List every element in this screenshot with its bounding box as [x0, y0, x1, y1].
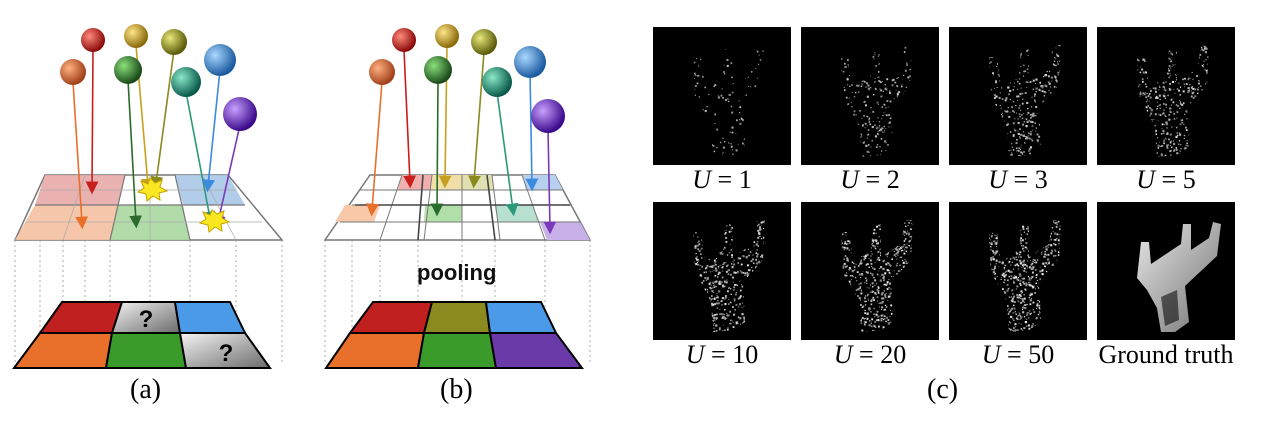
result-label: U = 10 — [647, 340, 797, 370]
result-variable: U — [1136, 165, 1156, 194]
result-label: U = 3 — [943, 165, 1093, 195]
result-variable: U — [981, 340, 1001, 369]
result-image — [653, 202, 791, 340]
result-image — [1097, 27, 1235, 165]
result-label: U = 50 — [943, 340, 1093, 370]
result-image — [1097, 202, 1235, 340]
result-value: = 50 — [1000, 340, 1055, 369]
result-value: = 10 — [704, 340, 759, 369]
result-variable: U — [988, 165, 1008, 194]
result-image — [653, 27, 791, 165]
result-value: = 5 — [1155, 165, 1196, 194]
result-label: U = 2 — [795, 165, 945, 195]
result-image — [949, 27, 1087, 165]
caption-c: (c) — [927, 374, 959, 405]
question-mark-1: ? — [139, 306, 154, 333]
result-image — [801, 27, 939, 165]
panel-b — [323, 24, 592, 369]
caption-a: (a) — [130, 374, 162, 405]
result-value: = 20 — [852, 340, 907, 369]
result-label: U = 5 — [1091, 165, 1241, 195]
pooling-diagram: ? ? — [12, 24, 592, 369]
result-label: U = 1 — [647, 165, 797, 195]
result-label: Ground truth — [1098, 340, 1234, 369]
result-value: = 3 — [1007, 165, 1048, 194]
result-value: = 2 — [859, 165, 900, 194]
result-variable: U — [692, 165, 712, 194]
question-mark-2: ? — [219, 340, 234, 367]
result-variable: U — [833, 340, 853, 369]
result-image — [801, 202, 939, 340]
result-variable: U — [840, 165, 860, 194]
result-label: U = 20 — [795, 340, 945, 370]
panel-a: ? ? — [12, 24, 284, 369]
caption-b: (b) — [440, 374, 473, 405]
result-value: = 1 — [711, 165, 752, 194]
result-variable: U — [685, 340, 705, 369]
result-image — [949, 202, 1087, 340]
pooling-label: pooling — [417, 260, 497, 285]
